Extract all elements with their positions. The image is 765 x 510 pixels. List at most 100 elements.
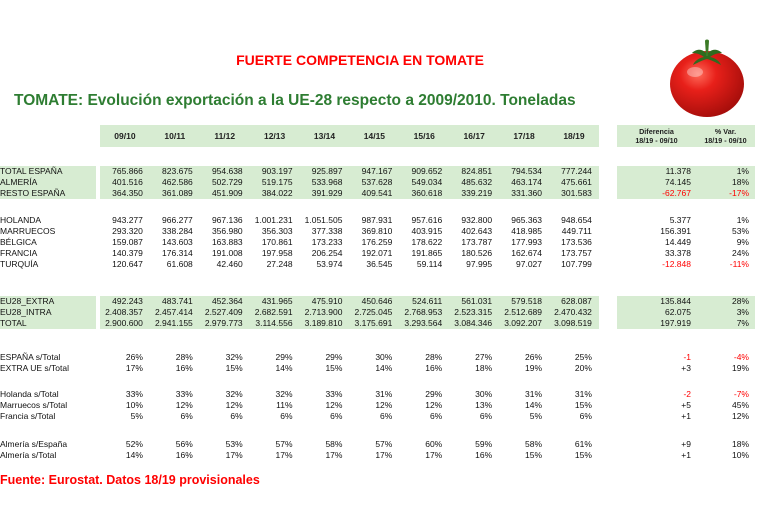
percent-variation-cell: 18% [731, 439, 749, 449]
row-differences: -62.767 -17% [617, 188, 755, 199]
row-values: 293.320 338.284 356.980 356.303 377.338 369.8… [100, 226, 599, 237]
percent-variation-cell: 28% [731, 296, 749, 306]
table-cell: 823.675 [162, 166, 193, 176]
table-cell: 15% [325, 363, 343, 373]
row-differences: -1 -4% [617, 352, 755, 363]
row-values: 2.900.600 2.941.155 2.979.773 3.114.556 3.18… [100, 318, 599, 329]
table-cell: 16% [175, 450, 193, 460]
row-label: TURQUÍA [0, 259, 39, 269]
row-differences: 62.075 3% [617, 307, 755, 318]
row-differences: 11.378 1% [617, 166, 755, 177]
table-cell: 824.851 [461, 166, 493, 176]
row-values: 14% 16% 17% 17% 17% 17% 17% 16% 15% 15% [100, 450, 599, 461]
row-label: Almería s/España [0, 439, 68, 449]
row-values: 2.408.357 2.457.414 2.527.409 2.682.591 2.71… [100, 307, 599, 318]
table-cell: 360.618 [411, 188, 443, 198]
table-cell: 29% [275, 352, 293, 362]
table-cell: 28% [175, 352, 193, 362]
table-cell: 12% [225, 400, 243, 410]
table-cell: 3.084.346 [454, 318, 493, 328]
row-values: 52% 56% 53% 57% 58% 57% 60% 59% 58% 61% [100, 439, 599, 450]
table-cell: 176.314 [162, 248, 193, 258]
table-row: Holanda s/Total 33% 33% 32% 32% 33% 31% 29% 30% 3… [0, 389, 765, 400]
table-cell: 409.541 [361, 188, 393, 198]
table-row: TOTAL 2.900.600 2.941.155 2.979.773 3.114.55… [0, 318, 765, 329]
row-values: 140.379 176.314 191.008 197.958 206.254 192.0… [100, 248, 599, 259]
table-cell: 17% [375, 450, 393, 460]
difference-cell: 135.844 [660, 296, 691, 306]
table-cell: 173.757 [561, 248, 592, 258]
table-cell: 30% [375, 352, 393, 362]
row-values: 765.866 823.675 954.638 903.197 925.897 947.1… [100, 166, 599, 177]
table-cell: 32% [275, 389, 293, 399]
table-cell: 197.958 [261, 248, 293, 258]
table-row: MARRUECOS 293.320 338.284 356.980 356.303 377… [0, 226, 765, 237]
tomato-image [670, 39, 744, 117]
table-cell: 97.995 [466, 259, 493, 269]
table-cell: 2.979.773 [204, 318, 243, 328]
percent-variation-cell: -7% [733, 389, 749, 399]
percent-variation-cell: 12% [731, 411, 749, 421]
table-cell: 5% [130, 411, 143, 421]
row-label: EXTRA UE s/Total [0, 363, 69, 373]
table-row: EU28_EXTRA 492.243 483.741 452.364 431.965 47… [0, 296, 765, 307]
column-header: 11/12 [214, 131, 236, 141]
table-cell: 15% [574, 400, 592, 410]
difference-cell: 11.378 [665, 166, 691, 176]
table-cell: 60% [425, 439, 443, 449]
row-differences: +3 19% [617, 363, 755, 374]
column-header: 10/11 [164, 131, 186, 141]
row-label: EU28_INTRA [0, 307, 96, 318]
table-cell: 36.545 [366, 259, 393, 269]
table-cell: 176.259 [361, 237, 393, 247]
table-cell: 27% [475, 352, 493, 362]
percent-variation-cell: 45% [731, 400, 749, 410]
percent-variation-cell: -11% [729, 259, 749, 269]
table-cell: 10% [125, 400, 143, 410]
table-group: Almería s/España 52% 56% 53% 57% 58% 57% 60% 59%… [0, 439, 765, 461]
table-cell: 57% [275, 439, 293, 449]
table-cell: 2.682.591 [254, 307, 293, 317]
table-cell: 2.941.155 [154, 318, 193, 328]
table-cell: 59% [475, 439, 493, 449]
percent-variation-cell: 10% [731, 450, 749, 460]
table-cell: 6% [429, 411, 443, 421]
table-cell: 177.993 [511, 237, 543, 247]
table-cell: 6% [579, 411, 592, 421]
table-cell: 17% [425, 450, 443, 460]
table-cell: 52% [125, 439, 143, 449]
table-cell: 628.087 [561, 296, 592, 306]
table-cell: 966.277 [162, 215, 193, 225]
table-cell: 30% [475, 389, 493, 399]
row-differences: 135.844 28% [617, 296, 755, 307]
row-label: EU28_EXTRA [0, 296, 96, 307]
percent-variation-cell: -17% [729, 188, 749, 198]
table-cell: 12% [375, 400, 393, 410]
percent-variation-cell: 3% [736, 307, 749, 317]
row-differences: -12.848 -11% [617, 259, 755, 270]
difference-cell: +1 [681, 411, 691, 421]
table-cell: 338.284 [162, 226, 193, 236]
table-cell: 957.616 [411, 215, 443, 225]
table-cell: 2.725.045 [354, 307, 393, 317]
table-cell: 943.277 [112, 215, 143, 225]
table-cell: 331.360 [511, 188, 543, 198]
table-cell: 537.628 [361, 177, 393, 187]
table-cell: 903.197 [261, 166, 293, 176]
difference-cell: +1 [681, 450, 691, 460]
table-cell: 12% [175, 400, 193, 410]
row-values: 26% 28% 32% 29% 29% 30% 28% 27% 26% 25% [100, 352, 599, 363]
table-row: ESPAÑA s/Total 26% 28% 32% 29% 29% 30% 28% 27% 26… [0, 352, 765, 363]
table-cell: 15% [525, 450, 543, 460]
column-header: 13/14 [313, 131, 336, 141]
table-cell: 947.167 [361, 166, 393, 176]
table-cell: 162.674 [511, 248, 543, 258]
source-note: Fuente: Eurostat. Datos 18/19 provisiona… [0, 473, 260, 487]
table-cell: 173.536 [561, 237, 592, 247]
table-cell: 191.008 [211, 248, 243, 258]
difference-cell: 14.449 [665, 237, 691, 247]
table-row: BÉLGICA 159.087 143.603 163.883 170.861 173.2… [0, 237, 765, 248]
table-cell: 533.968 [311, 177, 343, 187]
table-cell: 6% [180, 411, 193, 421]
table-cell: 11% [276, 400, 293, 410]
